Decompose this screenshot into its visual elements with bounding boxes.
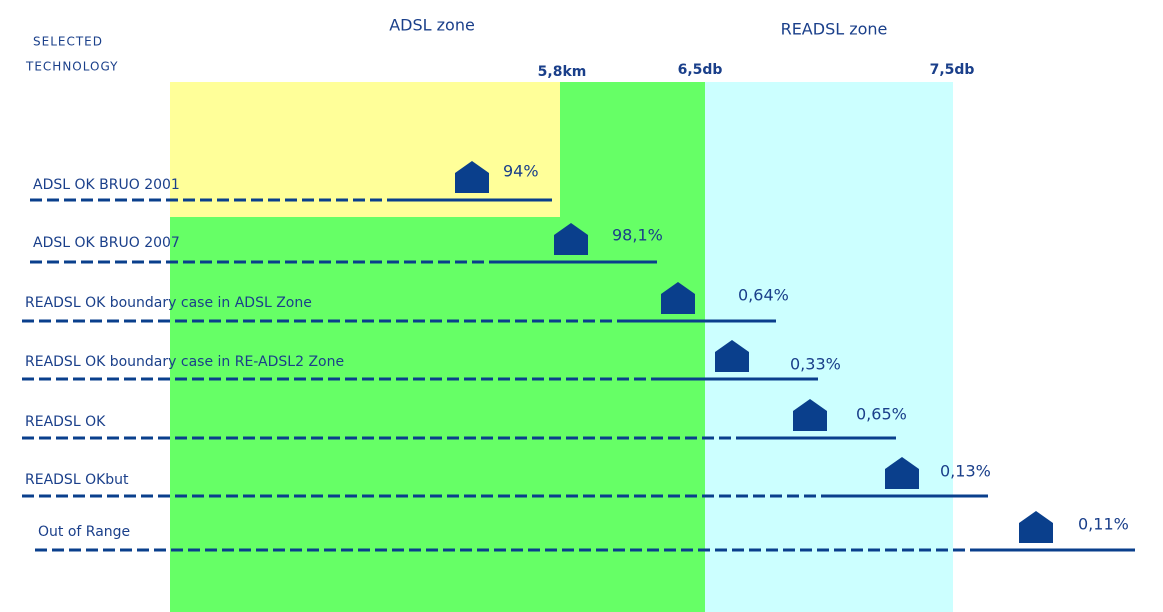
house-icon [885, 457, 919, 489]
house-icon [793, 399, 827, 431]
selected-label: TECHNOLOGY [25, 60, 118, 74]
row-label: ADSL OK BRUO 2007 [33, 235, 180, 251]
share-label: 0,13% [940, 462, 991, 481]
boundary-label: 7,5db [930, 62, 975, 78]
adsl-zone-title: ADSL zone [389, 16, 475, 35]
row-label: ADSL OK BRUO 2001 [33, 177, 180, 193]
share-label: 98,1% [612, 226, 663, 245]
house-icon [661, 282, 695, 314]
boundary-label: 5,8km [538, 64, 587, 80]
selected-label: SELECTED [33, 35, 103, 49]
house-icon [455, 161, 489, 193]
row-label: READSL OK boundary case in RE-ADSL2 Zone [25, 354, 344, 370]
row-label: Out of Range [38, 524, 130, 540]
house-icon [554, 223, 588, 255]
row-label: READSL OKbut [25, 472, 129, 488]
row-label: READSL OK boundary case in ADSL Zone [25, 295, 312, 311]
row-label: READSL OK [25, 414, 106, 430]
boundary-label: 6,5db [678, 62, 723, 78]
share-label: 0,11% [1078, 515, 1129, 534]
readsl-zone-area [705, 82, 953, 612]
house-icon [1019, 511, 1053, 543]
house-icon [715, 340, 749, 372]
readsl-zone-title: READSL zone [781, 20, 888, 39]
adsl-2001-area [170, 82, 560, 217]
share-label: 0,65% [856, 405, 907, 424]
share-label: 94% [503, 162, 539, 181]
share-label: 0,33% [790, 355, 841, 374]
share-label: 0,64% [738, 286, 789, 305]
